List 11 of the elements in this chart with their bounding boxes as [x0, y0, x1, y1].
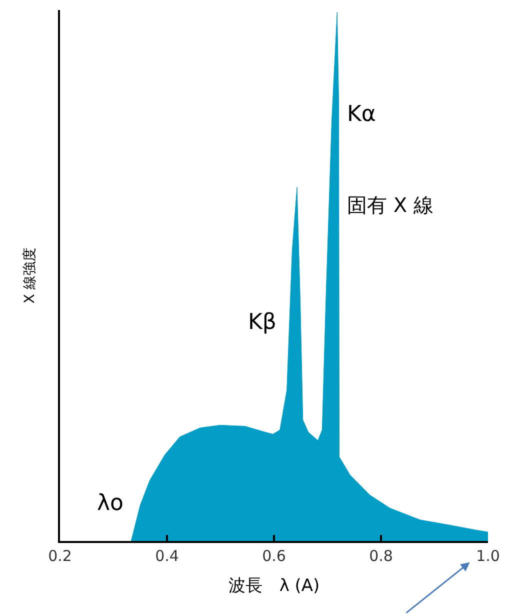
x-tick-label: 0.8 [369, 547, 393, 565]
x-tick-label: 1.0 [476, 547, 500, 565]
x-tick-label: 0.2 [48, 547, 72, 565]
x-tick-label: 0.4 [155, 547, 179, 565]
x-tick-label: 0.6 [262, 547, 286, 565]
annotation: Kβ [248, 310, 276, 335]
annotation: λo [97, 491, 124, 516]
annotation: 固有 X 線 [347, 193, 434, 217]
x-axis-title: 波長 λ (A) [228, 576, 320, 596]
annotation: Kα [347, 102, 376, 127]
y-axis-title: X 線強度 [22, 247, 38, 304]
